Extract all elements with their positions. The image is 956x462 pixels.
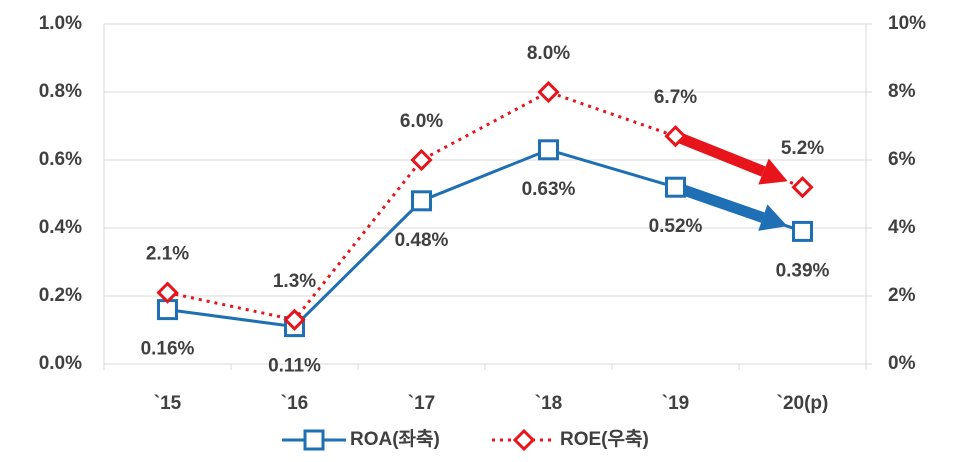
x-tick-label: `20(p) (777, 393, 829, 414)
data-label: 8.0% (527, 43, 570, 64)
legend-marker (512, 428, 536, 452)
y-tick-label: 0.2% (39, 285, 82, 306)
x-tick-label: `18 (535, 393, 562, 414)
data-label: 0.48% (395, 230, 449, 251)
trend-arrow-head (758, 158, 788, 185)
x-tick-label: `19 (662, 393, 689, 414)
marker (156, 281, 179, 304)
trend-arrow (673, 131, 766, 177)
y-tick-label: 1.0% (39, 13, 82, 34)
marker (792, 220, 813, 242)
y2-tick-label: 10% (888, 13, 926, 34)
y2-tick-label: 2% (888, 285, 916, 306)
data-label: 1.3% (273, 271, 316, 292)
data-label: 0.11% (268, 356, 321, 377)
data-label: 0.39% (776, 260, 830, 281)
y-tick-label: 0.6% (39, 149, 82, 170)
series-line (167, 148, 803, 329)
marker (664, 125, 687, 148)
legend-marker (303, 429, 325, 451)
marker (665, 176, 686, 198)
data-label: 6.0% (400, 111, 443, 132)
legend-label: ROE(우축) (560, 428, 649, 450)
y2-tick-label: 8% (888, 81, 916, 102)
data-label: 5.2% (781, 138, 824, 159)
series-line (167, 90, 804, 322)
marker (538, 139, 559, 161)
x-tick-label: `15 (154, 393, 182, 414)
marker (283, 308, 306, 331)
data-label: 2.1% (146, 244, 189, 265)
x-tick-label: `16 (281, 393, 308, 414)
y-tick-label: 0.4% (39, 217, 82, 238)
data-label: 0.16% (141, 339, 195, 360)
y2-tick-label: 0% (888, 353, 916, 374)
data-label: 0.63% (522, 179, 576, 200)
marker (410, 148, 433, 172)
data-label: 0.52% (649, 216, 703, 237)
marker (791, 176, 814, 199)
y2-tick-label: 6% (888, 149, 916, 170)
marker (411, 190, 432, 212)
trend-arrow (673, 182, 765, 223)
x-tick-label: `17 (408, 393, 435, 414)
y-tick-label: 0.0% (39, 353, 82, 374)
legend-label: ROA(좌축) (350, 428, 440, 450)
y2-tick-label: 4% (888, 217, 916, 238)
marker (537, 80, 560, 104)
trend-arrow-head (758, 204, 788, 231)
data-label: 6.7% (654, 87, 697, 108)
y-tick-label: 0.8% (39, 81, 82, 102)
